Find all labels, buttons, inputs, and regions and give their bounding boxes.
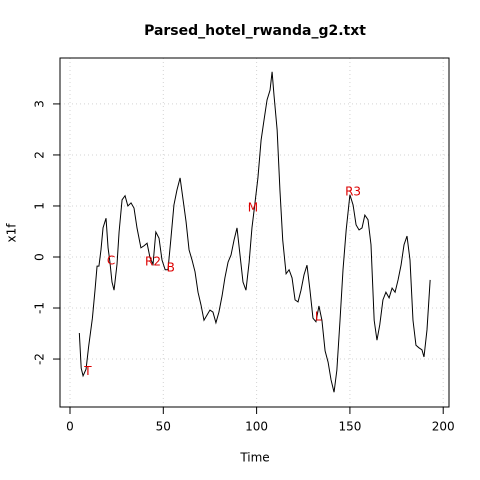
annotation: R2 <box>145 255 161 269</box>
y-axis-label: x1f <box>5 223 19 243</box>
annotation: C <box>107 254 115 268</box>
y-tick-label: 1 <box>33 202 47 210</box>
y-tick-label: -1 <box>33 302 47 314</box>
x-tick-label: 100 <box>245 420 268 434</box>
y-tick-label: 3 <box>33 100 47 108</box>
y-tick-label: 0 <box>33 253 47 261</box>
plot-frame <box>59 57 450 408</box>
chart-title: Parsed_hotel_rwanda_g2.txt <box>144 23 366 39</box>
annotation: B <box>167 261 175 275</box>
annotation: T <box>83 364 92 378</box>
x-tick-label: 150 <box>338 420 361 434</box>
x-tick-label: 0 <box>66 420 74 434</box>
y-tick-label: -2 <box>33 353 47 365</box>
annotation: R3 <box>345 185 361 199</box>
x-tick-label: 200 <box>432 420 455 434</box>
data-line <box>78 71 431 393</box>
x-tick-label: 50 <box>156 420 171 434</box>
annotation: L <box>315 310 322 324</box>
y-tick-label: 2 <box>33 151 47 159</box>
x-axis-label: Time <box>239 451 269 465</box>
annotation: M <box>248 201 258 215</box>
